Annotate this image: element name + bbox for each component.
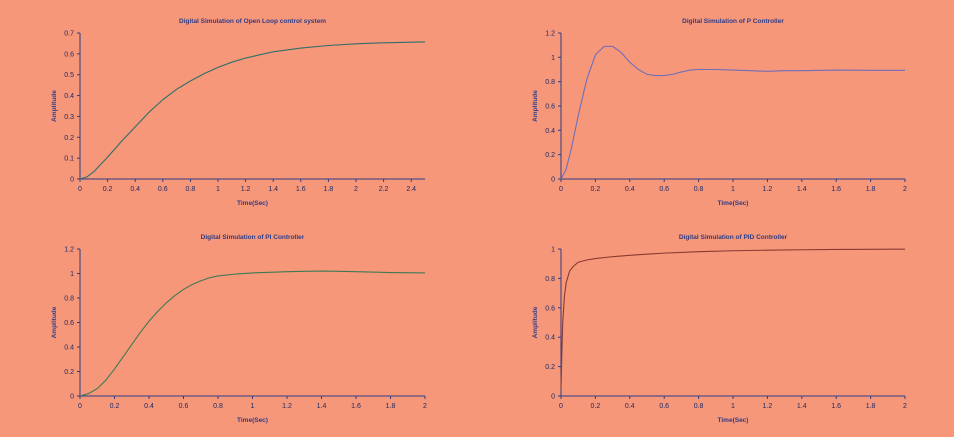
- x-tick-label: 1.4: [797, 186, 807, 193]
- x-axis-label: Time(Sec): [718, 417, 749, 424]
- y-axis-label: Amplitude: [532, 90, 539, 122]
- x-tick-label: 0.4: [625, 186, 635, 193]
- x-tick-label: 0: [78, 403, 82, 410]
- x-tick-label: 1.6: [296, 186, 306, 193]
- pid-controller-chart: Digital Simulation of PID Controller 0 0.2…: [532, 234, 907, 424]
- x-tick-label: 1: [731, 186, 735, 193]
- y-axis-label: Amplitude: [532, 306, 539, 338]
- y-tick-label: 0.4: [64, 345, 74, 352]
- x-tick-label: 1.2: [763, 403, 773, 410]
- x-tick-label: 0.8: [213, 403, 223, 410]
- series-line: [560, 45, 905, 180]
- y-tick-label: 0.4: [545, 335, 555, 342]
- x-tick-label: 0: [559, 186, 563, 193]
- y-tick-label: 0.1: [64, 156, 74, 163]
- x-tick-label: 2.4: [406, 186, 416, 193]
- x-axis-label: Time(Sec): [718, 200, 749, 207]
- y-tick-label: 0.6: [545, 104, 555, 111]
- y-axis-label: Amplitude: [51, 306, 58, 338]
- x-tick-label: 0: [559, 403, 563, 410]
- x-tick-label: 1.2: [763, 186, 773, 193]
- x-tick-label: 0.2: [103, 186, 113, 193]
- y-tick-label: 1: [551, 55, 555, 62]
- y-tick-label: 0.3: [64, 114, 74, 121]
- x-tick-label: 0.6: [659, 186, 669, 193]
- y-tick-label: 0.2: [64, 135, 74, 142]
- x-tick-label: 1: [216, 186, 220, 193]
- x-tick-label: 2: [903, 403, 907, 410]
- x-tick-label: 1.4: [317, 403, 327, 410]
- x-tick-label: 1.8: [386, 403, 396, 410]
- y-tick-label: 1.2: [545, 31, 555, 38]
- y-tick-label: 0.8: [64, 296, 74, 303]
- y-tick-label: 0.8: [545, 79, 555, 86]
- x-tick-label: 1.8: [866, 186, 876, 193]
- chart-title: Digital Simulation of Open Loop control …: [179, 18, 326, 25]
- chart-title: Digital Simulation of P Controller: [682, 18, 784, 25]
- x-tick-label: 1.4: [797, 403, 807, 410]
- y-tick-label: 0.2: [64, 369, 74, 376]
- y-tick-label: 0: [551, 177, 555, 184]
- x-tick-label: 2: [354, 186, 358, 193]
- x-tick-label: 1.6: [831, 186, 841, 193]
- pi-controller-chart: Digital Simulation of PI Controller 0 0.2 0…: [51, 234, 427, 424]
- x-tick-label: 2: [423, 403, 427, 410]
- y-axis-label: Amplitude: [51, 90, 58, 122]
- x-tick-label: 0.4: [625, 403, 635, 410]
- open-loop-chart: Digital Simulation of Open Loop control …: [51, 18, 426, 207]
- y-tick-label: 0: [551, 394, 555, 401]
- y-tick-label: 0.2: [545, 364, 555, 371]
- y-tick-label: 0.6: [64, 51, 74, 58]
- x-tick-label: 1.6: [351, 403, 361, 410]
- x-tick-label: 1.6: [831, 403, 841, 410]
- x-tick-label: 0.4: [130, 186, 140, 193]
- y-tick-label: 0: [70, 394, 74, 401]
- y-tick-label: 0.2: [545, 152, 555, 159]
- y-tick-label: 0.4: [64, 93, 74, 100]
- x-tick-label: 2: [903, 186, 907, 193]
- x-tick-label: 0.6: [659, 403, 669, 410]
- y-tick-label: 0.5: [64, 72, 74, 79]
- x-tick-label: 1: [251, 403, 255, 410]
- x-tick-label: 0.6: [158, 186, 168, 193]
- x-tick-label: 0.2: [591, 186, 601, 193]
- x-tick-label: 0.8: [694, 186, 704, 193]
- x-tick-label: 0.6: [179, 403, 189, 410]
- x-tick-label: 1.4: [268, 186, 278, 193]
- y-tick-label: 0: [70, 177, 74, 184]
- x-tick-label: 2.2: [379, 186, 389, 193]
- y-tick-label: 1: [70, 271, 74, 278]
- y-tick-label: 0.6: [545, 305, 555, 312]
- chart-title: Digital Simulation of PID Controller: [679, 234, 788, 241]
- series-line: [560, 248, 906, 389]
- y-tick-label: 1: [551, 247, 555, 254]
- y-tick-label: 1.2: [64, 247, 74, 254]
- x-tick-label: 1.8: [324, 186, 334, 193]
- p-controller-chart: Digital Simulation of P Controller 0 0.2 0.…: [532, 18, 907, 207]
- x-tick-label: 0.2: [110, 403, 120, 410]
- y-tick-label: 0.6: [64, 320, 74, 327]
- y-tick-label: 0.4: [545, 128, 555, 135]
- x-axis-label: Time(Sec): [237, 417, 268, 424]
- x-tick-label: 0.8: [694, 403, 704, 410]
- chart-title: Digital Simulation of PI Controller: [201, 234, 305, 241]
- x-tick-label: 0: [78, 186, 82, 193]
- x-tick-label: 1: [731, 403, 735, 410]
- x-tick-label: 1.2: [241, 186, 251, 193]
- x-tick-label: 0.2: [591, 403, 601, 410]
- y-tick-label: 0.8: [545, 276, 555, 283]
- x-tick-label: 1.8: [866, 403, 876, 410]
- x-tick-label: 0.4: [144, 403, 154, 410]
- series-line: [79, 270, 426, 397]
- x-axis-label: Time(Sec): [237, 200, 268, 207]
- y-tick-label: 0.7: [64, 31, 74, 38]
- series-line: [79, 41, 426, 180]
- x-tick-label: 0.8: [186, 186, 196, 193]
- x-tick-label: 1.2: [282, 403, 292, 410]
